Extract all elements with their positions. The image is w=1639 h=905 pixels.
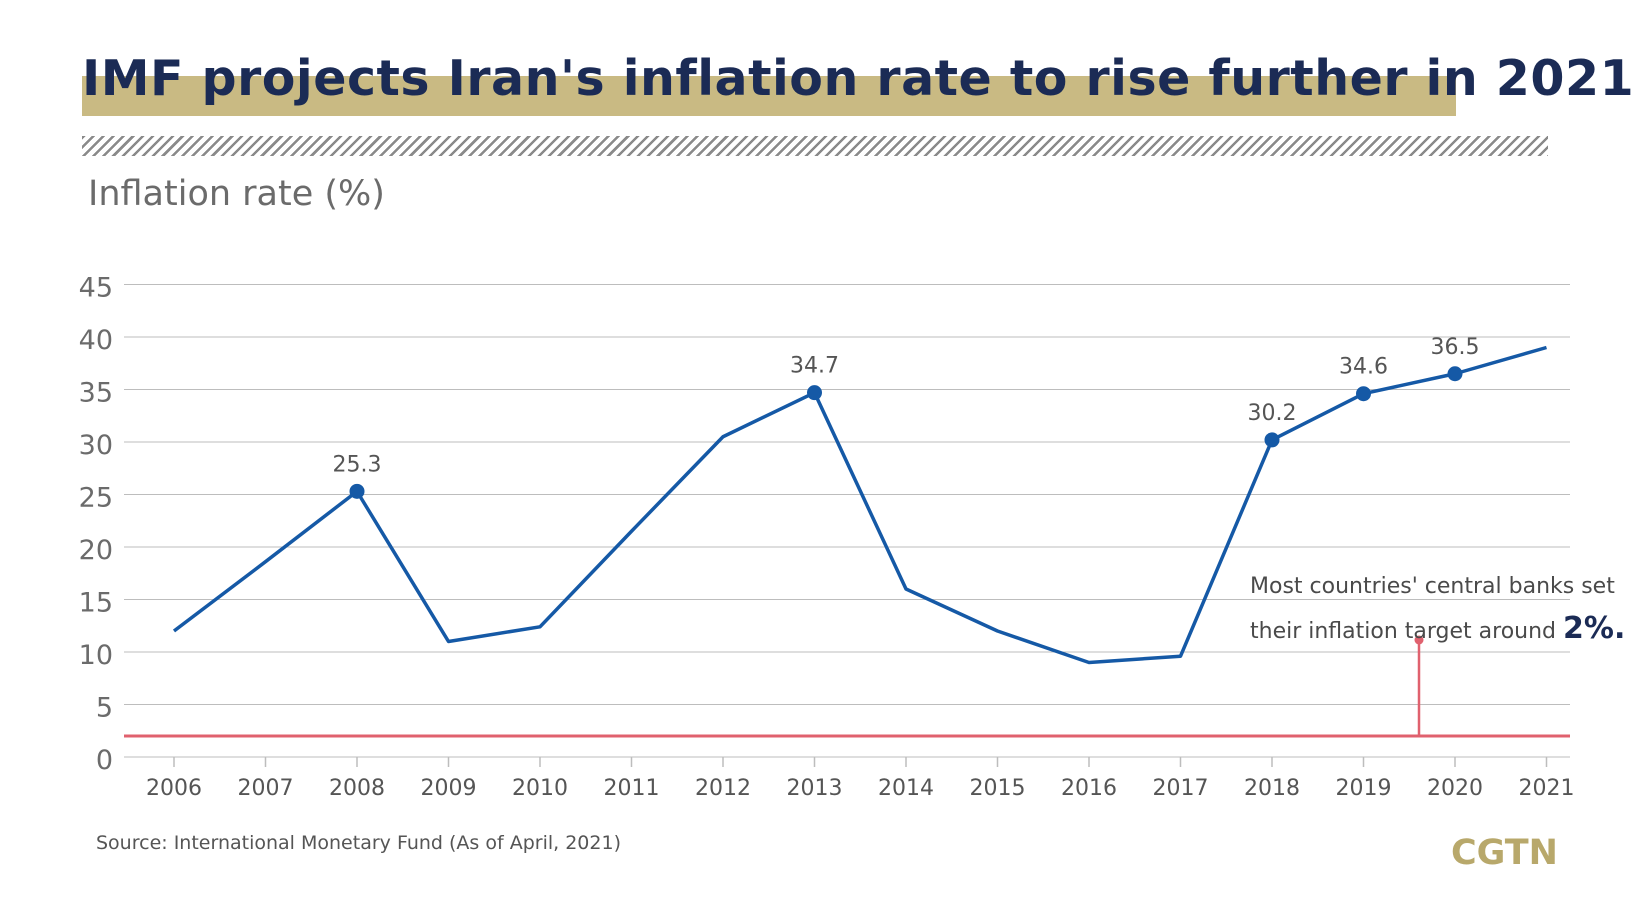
- y-tick-label: 30: [79, 430, 113, 461]
- x-tick-label: 2009: [421, 776, 477, 801]
- x-tick-label: 2008: [329, 776, 385, 801]
- x-tick-label: 2013: [787, 776, 843, 801]
- data-point-2018: [1264, 432, 1280, 448]
- y-tick-label: 20: [79, 535, 113, 566]
- data-point-2013: [807, 385, 822, 401]
- y-tick-label: 45: [79, 273, 113, 304]
- y-tick-label: 40: [79, 325, 113, 356]
- x-tick-label: 2018: [1244, 776, 1300, 801]
- data-label-2020: 36.5: [1431, 335, 1480, 360]
- cgtn-logo: CGTN: [1451, 833, 1558, 873]
- y-axis-label: Inflation rate (%): [88, 174, 385, 214]
- data-label-2013: 34.7: [790, 354, 839, 379]
- x-tick-label: 2016: [1061, 776, 1117, 801]
- y-tick-label: 10: [79, 640, 113, 671]
- y-tick-label: 25: [79, 483, 113, 514]
- y-tick-label: 35: [79, 378, 113, 409]
- x-tick-label: 2010: [512, 776, 568, 801]
- y-tick-label: 0: [96, 745, 113, 776]
- x-tick-label: 2006: [146, 776, 202, 801]
- y-tick-label: 15: [79, 588, 113, 619]
- series-line: [172, 345, 1547, 665]
- data-label-2018: 30.2: [1248, 401, 1297, 426]
- x-tick-label: 2020: [1427, 776, 1483, 801]
- x-tick-label: 2019: [1336, 776, 1392, 801]
- target-annotation: Most countries' central banks set their …: [1250, 566, 1625, 653]
- data-label-2008: 25.3: [333, 452, 382, 477]
- x-tick-label: 2021: [1519, 776, 1575, 801]
- annotation-line-2-prefix: their inflation target around: [1250, 619, 1557, 644]
- data-label-2019: 34.6: [1339, 355, 1388, 380]
- data-point-2020: [1447, 366, 1463, 382]
- source-note: Source: International Monetary Fund (As …: [96, 832, 621, 854]
- annotation-target-value: 2%.: [1563, 611, 1626, 646]
- chart-title: IMF projects Iran's inflation rate to ri…: [82, 50, 1635, 107]
- data-point-2019: [1356, 386, 1371, 402]
- annotation-line-2: their inflation target around 2%.: [1250, 608, 1625, 653]
- y-tick-label: 5: [96, 693, 113, 724]
- x-tick-label: 2012: [695, 776, 751, 801]
- x-tick-label: 2011: [604, 776, 660, 801]
- annotation-line-1: Most countries' central banks set: [1250, 574, 1615, 599]
- x-tick-label: 2015: [970, 776, 1026, 801]
- x-tick-label: 2014: [878, 776, 934, 801]
- annotation-connector-dot: [1414, 635, 1424, 645]
- x-tick-label: 2017: [1153, 776, 1209, 801]
- data-point-2008: [349, 483, 365, 499]
- hatch-divider: [82, 136, 1548, 156]
- title-band: [82, 76, 1456, 116]
- x-tick-label: 2007: [238, 776, 294, 801]
